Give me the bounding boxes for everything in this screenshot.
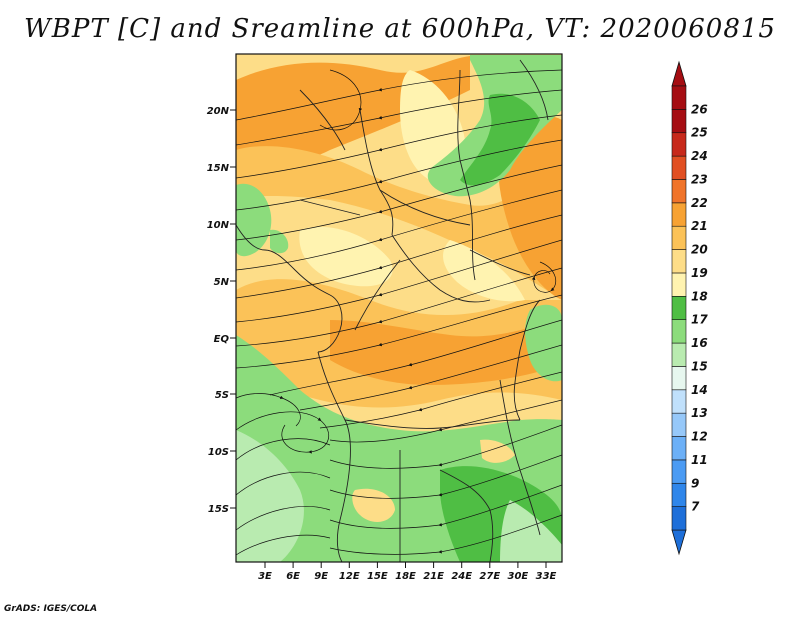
colorbar-swatch <box>671 459 687 484</box>
field-tan-south-patch2 <box>480 439 515 463</box>
field-green-northeast-core <box>460 93 540 186</box>
colorbar-label: 12 <box>691 430 708 444</box>
colorbar-swatch <box>671 296 687 320</box>
lon-tick-label: 12E <box>339 571 360 582</box>
lon-tick-label: 18E <box>395 571 416 582</box>
colorbar-swatch <box>671 132 687 157</box>
map-field <box>236 54 562 562</box>
colorbar-swatch <box>671 436 687 461</box>
colorbar-swatch <box>671 366 687 391</box>
longitude-axis: 3E 6E 9E 12E 15E 18E 21E 24E 27E 30E 33E <box>258 562 557 582</box>
lon-tick-label: 27E <box>479 571 500 582</box>
colorbar-under-arrow <box>671 529 687 556</box>
lat-tick-label: 5S <box>215 390 229 401</box>
field-yellow-east <box>443 240 525 302</box>
streamlines <box>236 69 562 556</box>
lat-tick-label: 10N <box>207 220 230 231</box>
colorbar-label: 25 <box>691 126 708 140</box>
field-yellow-center <box>299 226 393 287</box>
lat-tick-label: 20N <box>207 106 230 117</box>
colorbar-label: 7 <box>691 500 700 514</box>
colorbar-swatch <box>671 342 687 367</box>
colorbar-swatch <box>671 155 687 180</box>
lat-tick-label: 15N <box>207 163 230 174</box>
colorbar-swatch <box>671 202 687 227</box>
colorbar-label: 21 <box>691 219 708 233</box>
colorbar-label: 26 <box>691 102 708 116</box>
colorbar-swatch <box>671 85 687 110</box>
colorbar-swatch <box>671 272 687 297</box>
colorbar-swatch <box>671 179 687 204</box>
colorbar-label: 23 <box>691 172 708 186</box>
latitude-axis: 20N 15N 10N 5N EQ 5S 10S 15S <box>207 106 236 515</box>
lon-tick-label: 9E <box>314 571 328 582</box>
colorbar-label: 9 <box>691 476 699 490</box>
colorbar-label: 19 <box>691 266 708 280</box>
colorbar-swatch <box>671 225 687 250</box>
colorbar-swatch <box>671 506 687 531</box>
lat-tick-label: 10S <box>208 447 229 458</box>
colorbar-label: 20 <box>691 243 708 257</box>
colorbar-label: 22 <box>691 196 708 210</box>
lat-tick-label: EQ <box>214 334 230 345</box>
colorbar-swatch <box>671 319 687 344</box>
lon-tick-label: 33E <box>536 571 557 582</box>
colorbar-swatch <box>671 412 687 437</box>
colorbar-swatch <box>671 389 687 414</box>
colorbar-label: 18 <box>691 289 708 303</box>
field-green-east-lakes <box>525 304 562 382</box>
field-green-nw-small <box>270 229 289 254</box>
lon-tick-label: 3E <box>258 571 272 582</box>
colorbar-swatch <box>671 109 687 134</box>
grads-credit: GrADS: IGES/COLA <box>4 604 98 614</box>
field-green-southeast-light <box>500 500 562 562</box>
colorbar-label: 11 <box>691 453 708 467</box>
colorbar-label: 15 <box>691 359 708 373</box>
lon-tick-label: 24E <box>451 571 472 582</box>
colorbar: 7 9 11 12 13 14 15 16 17 18 19 20 21 22 23 24 25 26 <box>671 60 708 556</box>
lon-tick-label: 21E <box>423 571 444 582</box>
map-title: WBPT [C] and Sreamline at 600hPa, VT: 20… <box>24 14 776 44</box>
colorbar-label: 14 <box>691 383 708 397</box>
field-central-orange <box>330 320 545 385</box>
colorbar-swatch <box>671 482 687 507</box>
lat-tick-label: 15S <box>208 504 229 515</box>
country-borders <box>236 59 549 562</box>
colorbar-label: 17 <box>691 313 708 327</box>
field-sahel-orange <box>236 146 562 300</box>
colorbar-label: 24 <box>691 149 708 163</box>
map-frame <box>235 53 563 563</box>
field-green-southwest-light <box>236 430 304 562</box>
colorbar-over-arrow <box>671 60 687 87</box>
colorbar-label: 16 <box>691 336 708 350</box>
colorbar-label: 13 <box>691 406 708 420</box>
lon-tick-label: 6E <box>286 571 300 582</box>
lat-tick-label: 5N <box>214 277 230 288</box>
lon-tick-label: 15E <box>367 571 388 582</box>
colorbar-swatch <box>671 249 687 274</box>
lon-tick-label: 30E <box>508 571 529 582</box>
